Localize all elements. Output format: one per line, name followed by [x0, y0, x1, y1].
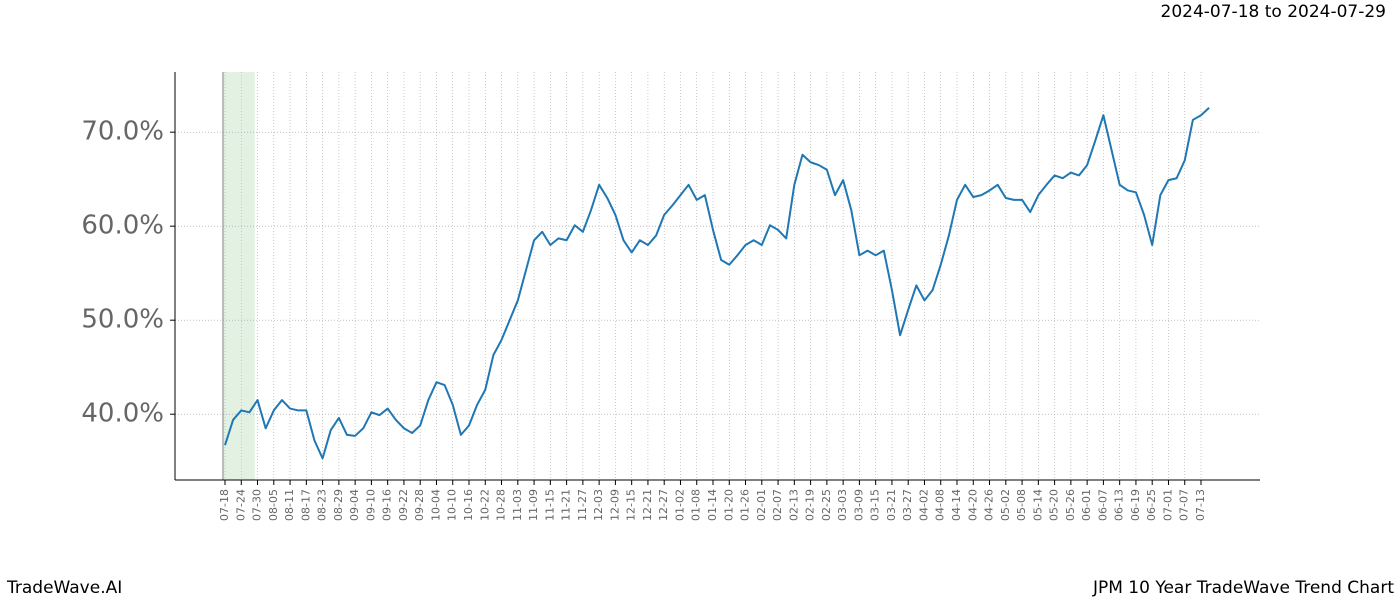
x-tick-label: 12-27: [657, 489, 670, 521]
x-tick-label: 09-04: [348, 489, 361, 521]
x-tick-label: 03-15: [869, 489, 882, 521]
x-tick-label: 09-22: [397, 489, 410, 521]
x-tick-label: 01-20: [722, 489, 735, 521]
x-tick-label: 08-23: [316, 489, 329, 521]
trend-line: [224, 106, 1210, 460]
x-tick-label: 11-27: [576, 489, 589, 521]
x-tick-label: 07-01: [1161, 489, 1174, 521]
x-tick-label: 07-30: [251, 489, 264, 521]
x-tick-label: 10-22: [478, 489, 491, 521]
x-tick-label: 04-08: [934, 489, 947, 521]
x-tick-label: 04-20: [966, 489, 979, 521]
x-tick-label: 10-10: [446, 489, 459, 521]
x-tick-label: 09-28: [413, 489, 426, 521]
x-tick-label: 10-16: [462, 489, 475, 521]
x-tick-label: 10-28: [495, 489, 508, 521]
x-tick-label: 09-16: [381, 489, 394, 521]
x-tick-label: 06-19: [1129, 489, 1142, 521]
x-tick-label: 02-01: [755, 489, 768, 521]
x-tick-label: 08-11: [283, 489, 296, 521]
x-tick-label: 05-08: [1015, 489, 1028, 521]
y-tick-label: 50.0%: [81, 305, 164, 335]
x-tick-label: 11-09: [527, 489, 540, 521]
x-tick-label: 07-07: [1178, 489, 1191, 521]
x-tick-label: 08-17: [299, 489, 312, 521]
x-tick-label: 01-14: [706, 489, 719, 521]
x-tick-label: 04-14: [950, 489, 963, 521]
x-tick-label: 07-18: [218, 489, 231, 521]
x-tick-label: 02-25: [820, 489, 833, 521]
x-tick-label: 03-21: [885, 489, 898, 521]
x-tick-label: 02-19: [804, 489, 817, 521]
chart-title: JPM 10 Year TradeWave Trend Chart: [1092, 578, 1394, 598]
x-tick-label: 03-03: [836, 489, 849, 521]
x-tick-label: 09-10: [364, 489, 377, 521]
x-tick-label: 05-14: [1031, 489, 1044, 521]
x-tick-label: 06-13: [1113, 489, 1126, 521]
x-tick-label: 07-24: [234, 489, 247, 521]
x-tick-label: 06-07: [1096, 489, 1109, 521]
highlight-band: [223, 72, 255, 480]
x-tick-label: 12-03: [592, 489, 605, 521]
x-tick-label: 02-07: [771, 489, 784, 521]
y-tick-label: 60.0%: [81, 211, 164, 241]
x-tick-label: 12-09: [608, 489, 621, 521]
x-tick-label: 03-27: [901, 489, 914, 521]
y-tick-label: 40.0%: [81, 399, 164, 429]
x-tick-label: 11-21: [560, 489, 573, 521]
x-tick-label: 04-26: [983, 489, 996, 521]
x-tick-label: 11-03: [511, 489, 524, 521]
x-tick-label: 06-01: [1080, 489, 1093, 521]
x-tick-label: 01-02: [673, 489, 686, 521]
y-tick-label: 70.0%: [81, 117, 164, 147]
x-tick-label: 10-04: [429, 489, 442, 521]
x-tick-label: 05-02: [999, 489, 1012, 521]
x-tick-label: 05-26: [1064, 489, 1077, 521]
x-tick-label: 08-29: [332, 489, 345, 521]
chart-subtitle: 2024-07-18 to 2024-07-29: [1161, 2, 1386, 22]
x-tick-label: 01-26: [739, 489, 752, 521]
x-tick-label: 07-13: [1194, 489, 1207, 521]
x-tick-label: 08-05: [267, 489, 280, 521]
source-label: TradeWave.AI: [6, 578, 122, 598]
x-tick-label: 12-21: [641, 489, 654, 521]
x-tick-label: 11-15: [543, 489, 556, 521]
x-tick-label: 04-02: [917, 489, 930, 521]
x-tick-label: 03-09: [852, 489, 865, 521]
x-tick-label: 01-08: [690, 489, 703, 521]
x-tick-label: 12-15: [625, 489, 638, 521]
x-tick-label: 06-25: [1145, 489, 1158, 521]
x-tick-label: 02-13: [787, 489, 800, 521]
x-tick-label: 05-20: [1048, 489, 1061, 521]
